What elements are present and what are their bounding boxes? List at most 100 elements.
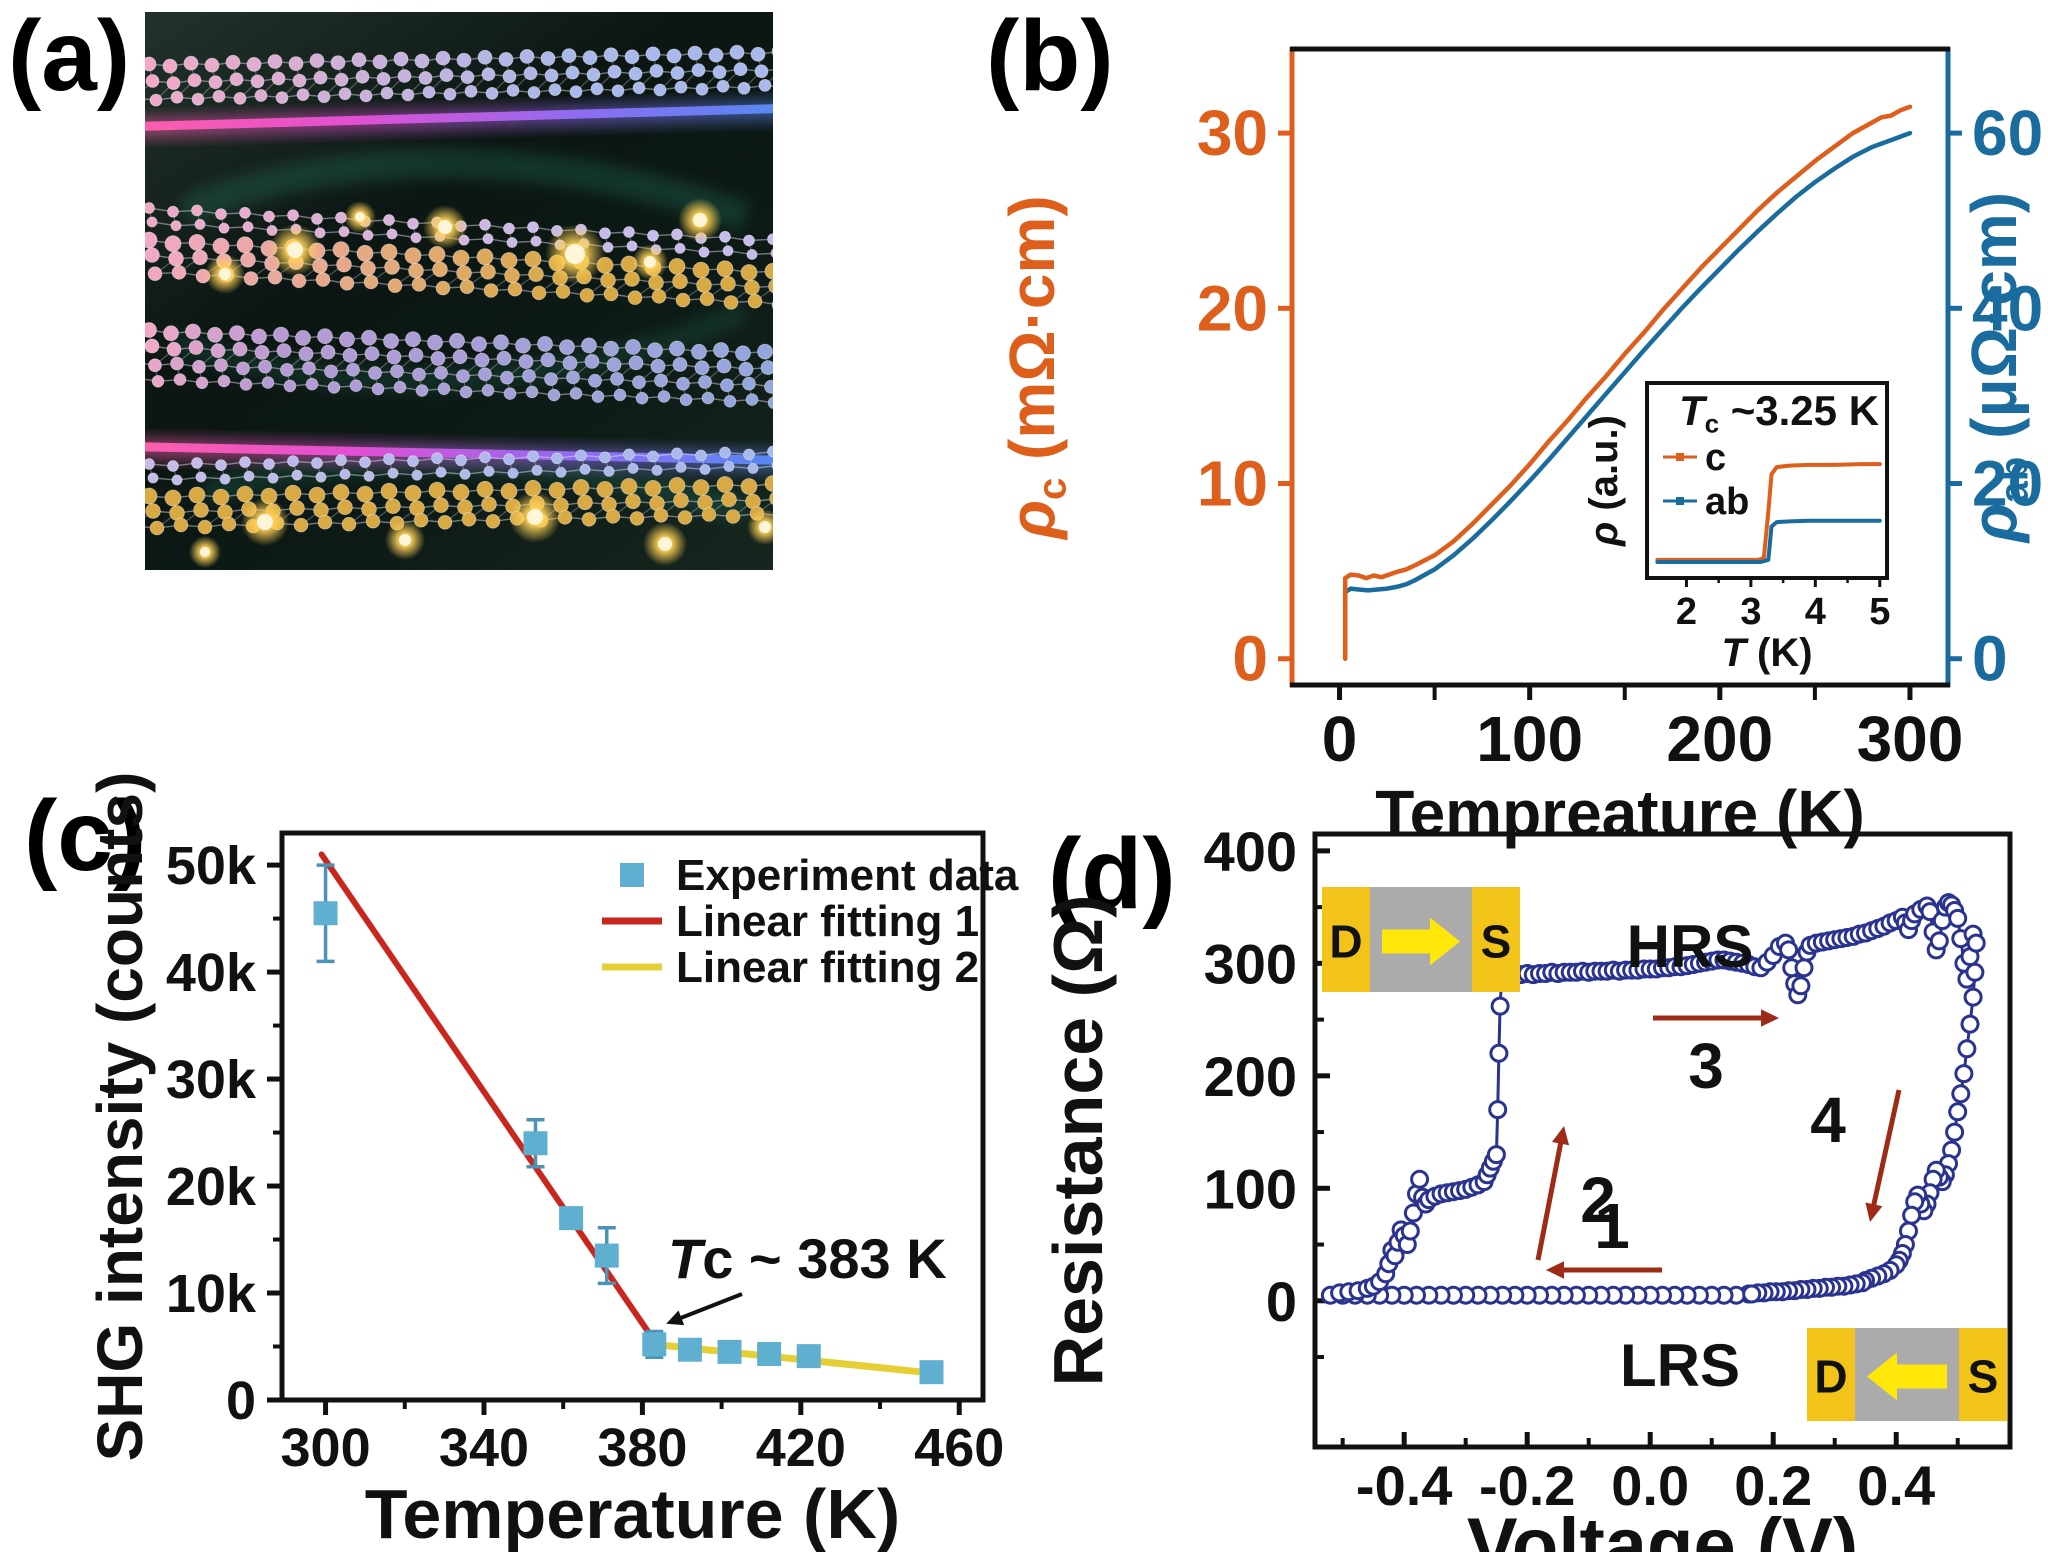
c-data-square xyxy=(559,1206,584,1231)
b-x-tick-label: 0 xyxy=(1322,703,1358,775)
b-inset-series-c xyxy=(1655,462,1882,562)
b-inset-x-axis-title: T (K) xyxy=(1721,631,1812,675)
d-y-axis-title: Resistance (Ω) xyxy=(1039,895,1117,1387)
c-y-tick-label: 0 xyxy=(226,1371,256,1431)
d-hysteresis-markers xyxy=(1320,893,1986,1305)
d-step-3-label: 3 xyxy=(1688,1030,1724,1102)
d-x-ticks: -0.4 -0.2 0.0 0.2 0.4 xyxy=(1340,1432,1960,1517)
c-data-square xyxy=(642,1332,667,1357)
c-annotation-arrow xyxy=(675,1292,743,1322)
c-y-axis-title: SHG intensity (counts) xyxy=(84,772,156,1462)
c-x-tick-label: 460 xyxy=(914,1418,1004,1478)
b-right-tick-label: 40 xyxy=(1972,272,2043,344)
glowing-exciton-orb xyxy=(241,498,289,546)
b-x-tick-label: 200 xyxy=(1666,703,1773,775)
c-x-tick-label: 380 xyxy=(597,1418,687,1478)
c-data-square xyxy=(757,1341,782,1366)
b-left-ticks: 0 10 20 30 xyxy=(1197,97,1292,695)
b-x-tick-label: 100 xyxy=(1476,703,1583,775)
c-y-tick-label: 40k xyxy=(166,943,257,1003)
d-y-ticks: 0 100 200 300 400 xyxy=(1204,820,1330,1360)
c-data-square xyxy=(677,1337,702,1362)
crystal-art-svg xyxy=(145,44,773,568)
b-right-axis-title: ρab (μΩ·cm) xyxy=(1958,192,2037,544)
b-right-ticks: 0 20 40 60 xyxy=(1948,97,2043,695)
c-data-square xyxy=(796,1344,821,1369)
d-x-tick-label: 0.4 xyxy=(1857,1454,1935,1517)
crystal-layer xyxy=(145,322,773,410)
c-y-tick-label: 30k xyxy=(166,1050,257,1110)
pink-beam xyxy=(145,103,773,132)
panel-c-label: (c) xyxy=(24,780,147,892)
device-arrow-head xyxy=(1867,1352,1897,1401)
glowing-exciton-orb xyxy=(632,244,668,280)
shg-intensity-chart: 0 10k 20k 30k 40k 50k 300 340 380 420 460Temperatu… xyxy=(84,772,1019,1552)
device-s-label: S xyxy=(1968,1351,1999,1403)
b-x-axis-title: Tempreature (K) xyxy=(1375,777,1865,849)
b-series-rho-ab xyxy=(1342,130,1913,661)
panel-a-label: (a) xyxy=(8,0,131,112)
c-data-square xyxy=(919,1360,944,1385)
d-step-4-label: 4 xyxy=(1810,1084,1846,1156)
c-y-tick-label: 20k xyxy=(166,1157,257,1217)
c-data-square xyxy=(313,901,338,926)
c-x-ticks: 300 340 380 420 460 xyxy=(281,1400,1004,1478)
crystal-layer xyxy=(145,231,773,310)
d-lrs-label: LRS xyxy=(1620,1332,1740,1399)
pink-beam xyxy=(145,442,773,466)
d-x-tick-label: -0.2 xyxy=(1479,1454,1576,1517)
c-x-tick-label: 420 xyxy=(756,1418,846,1478)
b-x-tick-label: 300 xyxy=(1857,703,1964,775)
crystal-structure-illustration xyxy=(145,12,773,570)
device-s-label: S xyxy=(1481,916,1512,968)
d-y-tick-label: 400 xyxy=(1204,820,1297,883)
c-legend-label: Linear fitting 2 xyxy=(676,943,979,992)
device-arrow-head xyxy=(1430,917,1460,966)
glowing-exciton-orb xyxy=(678,198,722,242)
panel-b-label: (b) xyxy=(986,0,1114,112)
d-y-tick-label: 300 xyxy=(1204,932,1297,995)
d-plot-frame xyxy=(1312,831,2013,1450)
glowing-exciton-orb xyxy=(545,224,605,284)
b-inset-legend-label: c xyxy=(1705,437,1726,479)
glowing-exciton-orb xyxy=(205,254,245,294)
b-inset-x-tick-label: 3 xyxy=(1740,591,1761,633)
b-inset-x-tick-label: 2 xyxy=(1676,591,1697,633)
d-x-tick-label: -0.4 xyxy=(1356,1454,1453,1517)
c-x-axis-title: Temperature (K) xyxy=(365,1475,900,1552)
c-data-square xyxy=(523,1131,548,1156)
d-sweep-arrow-2-head xyxy=(1552,1126,1570,1146)
b-series-rho-c xyxy=(1342,104,1913,661)
d-sweep-arrow-3-head xyxy=(1761,1009,1779,1027)
c-x-tick-label: 340 xyxy=(439,1418,529,1478)
b-inset: Tc ~3.25 K 2 3 4 5 T (K) ρ (a.u.) cab xyxy=(1582,381,1890,675)
b-inset-y-axis-title: ρ (a.u.) xyxy=(1582,415,1626,547)
b-left-axis-title: ρc (mΩ·cm) xyxy=(996,195,1075,540)
c-legend-label: Linear fitting 1 xyxy=(676,897,979,946)
b-right-tick-label: 60 xyxy=(1972,97,2043,169)
crystal-layer xyxy=(145,445,773,486)
c-legend-marker xyxy=(620,863,644,887)
b-inset-legend-label: ab xyxy=(1705,481,1749,523)
d-sweep-arrow-4 xyxy=(1870,1089,1902,1211)
d-step-1-label: 1 xyxy=(1594,1190,1630,1262)
d-sweep-arrow-4-head xyxy=(1865,1202,1883,1222)
green-energy-swirl xyxy=(178,148,751,232)
c-data-square xyxy=(717,1339,742,1364)
b-right-tick-label: 20 xyxy=(1972,448,2043,520)
c-annotation-arrow-head xyxy=(666,1310,685,1326)
b-left-tick-label: 30 xyxy=(1197,97,1268,169)
d-hrs-label: HRS xyxy=(1627,913,1754,980)
glowing-exciton-orb xyxy=(747,509,773,545)
c-data-square xyxy=(594,1243,619,1268)
b-x-ticks: 0 100 200 300 xyxy=(1322,685,1964,775)
c-plot-frame xyxy=(279,830,986,1403)
c-y-tick-label: 10k xyxy=(166,1264,257,1324)
device-d-label: D xyxy=(1814,1351,1847,1403)
d-sweep-arrow-2 xyxy=(1535,1137,1565,1261)
